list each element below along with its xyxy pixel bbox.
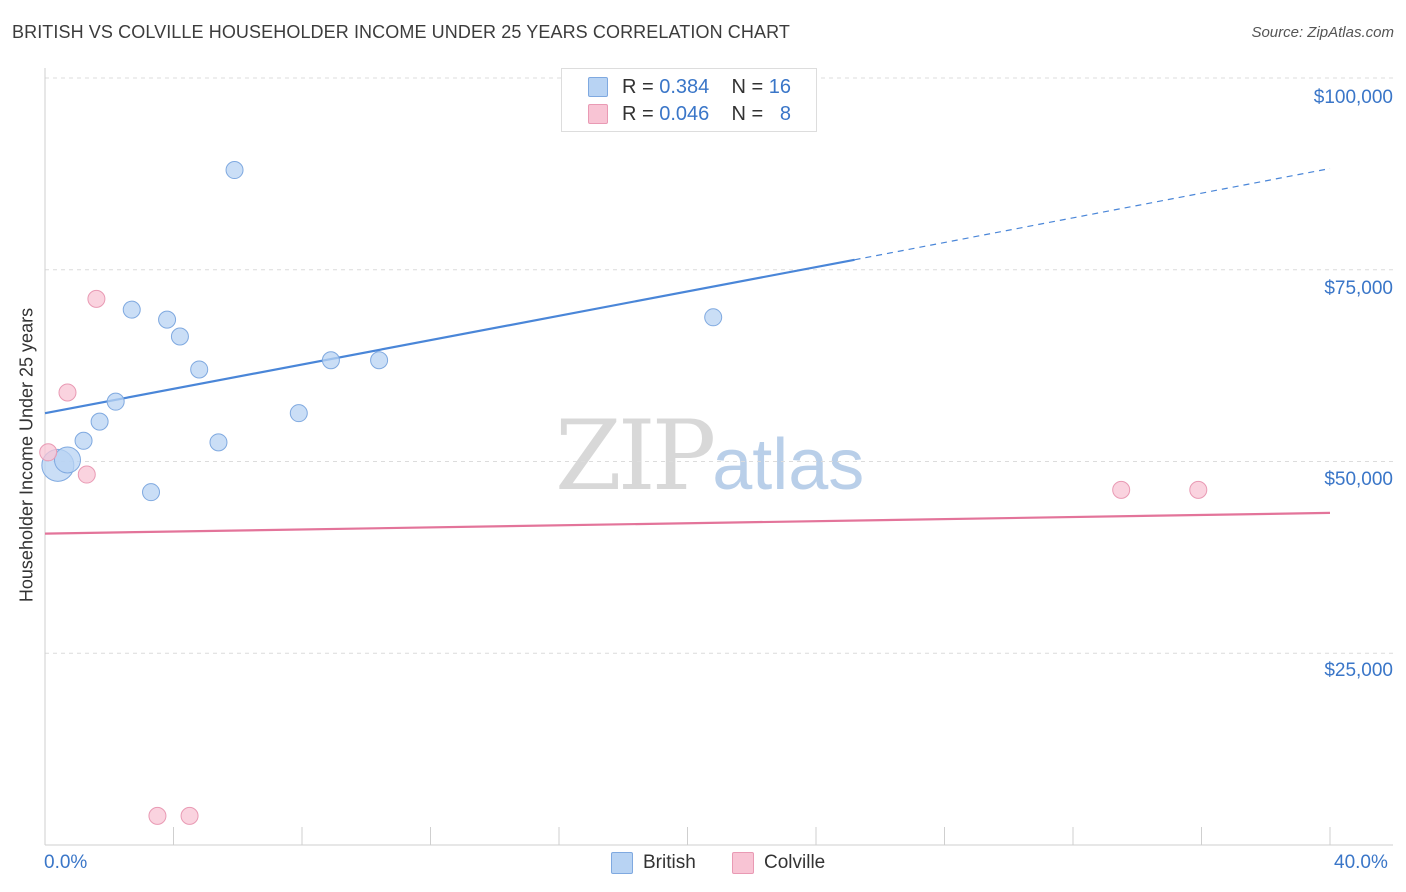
y-axis-title: Householder Income Under 25 years xyxy=(16,307,37,603)
bottom-colville-label: Colville xyxy=(764,852,826,873)
british-n-value: 16 xyxy=(768,75,792,98)
bottom-british-label: British xyxy=(643,852,696,873)
colville-trend-line xyxy=(44,511,1331,535)
british-point-7 xyxy=(158,310,177,329)
british-point-5 xyxy=(122,300,141,319)
british-r-label: R = xyxy=(622,75,654,98)
bottom-legend-british: British xyxy=(611,852,696,874)
british-point-1 xyxy=(53,446,81,474)
british-r-value: 0.384 xyxy=(659,75,710,98)
x-tick-label-max: 40.0% xyxy=(1334,852,1388,873)
y-tick-label-25000: $25,000 xyxy=(1324,660,1393,681)
british-point-12 xyxy=(289,404,308,423)
british-point-8 xyxy=(170,327,189,346)
source-label: Source: ZipAtlas.com xyxy=(1251,24,1394,41)
british-trend-line xyxy=(44,258,855,415)
british-point-6 xyxy=(142,483,161,502)
colville-point-1 xyxy=(77,465,96,484)
british-swatch xyxy=(588,77,608,97)
colville-point-5 xyxy=(180,806,199,825)
colville-n-label: N = xyxy=(731,102,764,125)
y-tick-label-100000: $100,000 xyxy=(1313,87,1393,108)
colville-n-value: 8 xyxy=(779,102,792,125)
legend-row-colville: R = 0.046 N = 8 xyxy=(588,101,791,127)
colville-point-4 xyxy=(148,806,167,825)
legend-row-british: R = 0.384 N = 16 xyxy=(588,74,791,100)
british-point-11 xyxy=(225,161,244,180)
colville-point-7 xyxy=(1189,480,1208,499)
british-point-10 xyxy=(209,433,228,452)
british-point-4 xyxy=(106,392,125,411)
colville-point-0 xyxy=(39,443,58,462)
colville-point-2 xyxy=(58,383,77,402)
colville-r-label: R = xyxy=(622,102,654,125)
british-point-14 xyxy=(370,351,389,370)
colville-point-3 xyxy=(87,289,106,308)
british-point-9 xyxy=(190,360,209,379)
chart-title: BRITISH VS COLVILLE HOUSEHOLDER INCOME U… xyxy=(12,22,790,42)
bottom-legend-colville: Colville xyxy=(732,852,825,874)
british-point-3 xyxy=(90,412,109,431)
watermark: ZIPatlas xyxy=(555,400,865,512)
british-point-15 xyxy=(704,308,723,327)
colville-r-value: 0.046 xyxy=(659,102,710,125)
british-trend-extension xyxy=(854,167,1331,261)
y-tick-label-75000: $75,000 xyxy=(1324,278,1393,299)
colville-point-6 xyxy=(1112,480,1131,499)
x-tick-label-min: 0.0% xyxy=(44,852,88,873)
british-n-label: N = xyxy=(731,75,764,98)
stats-legend: R = 0.384 N = 16 R = 0.046 N = 8 xyxy=(561,68,817,132)
bottom-colville-swatch xyxy=(732,852,754,874)
y-tick-label-50000: $50,000 xyxy=(1324,469,1393,490)
bottom-british-swatch xyxy=(611,852,633,874)
british-point-2 xyxy=(74,431,93,450)
british-point-13 xyxy=(321,351,340,370)
colville-swatch xyxy=(588,104,608,124)
